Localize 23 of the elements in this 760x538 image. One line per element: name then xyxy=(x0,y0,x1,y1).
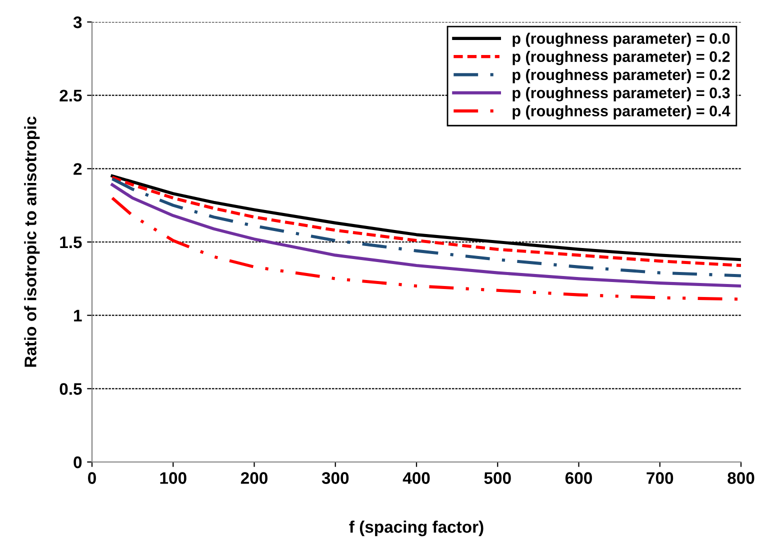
legend-label: p (roughness parameter) = 0.2 xyxy=(512,50,730,66)
legend-label: p (roughness parameter) = 0.0 xyxy=(512,32,730,48)
y-tick-label: 0.5 xyxy=(60,383,82,395)
y-tick-label: 3 xyxy=(73,16,82,28)
x-tick-label: 700 xyxy=(646,472,674,484)
x-tick-label: 100 xyxy=(160,472,186,484)
legend-label: p (roughness parameter) = 0.3 xyxy=(512,87,730,102)
legend-label: p (roughness parameter) = 0.4 xyxy=(512,105,730,120)
y-axis-title: Ratio of isotropic to anisotropic xyxy=(24,116,40,367)
x-axis-title: f (spacing factor) xyxy=(349,520,484,536)
y-tick-label: 0 xyxy=(74,456,82,468)
x-tick-label: 800 xyxy=(728,472,754,484)
legend-label: p (roughness parameter) = 0.2 xyxy=(512,68,730,84)
y-tick-label: 1 xyxy=(74,310,82,322)
x-tick-label: 300 xyxy=(322,472,349,484)
y-tick-label: 1.5 xyxy=(60,236,82,248)
y-tick-label: 2.5 xyxy=(60,90,82,102)
x-tick-label: 400 xyxy=(402,472,430,484)
x-tick-label: 500 xyxy=(484,472,511,484)
y-tick-label: 2 xyxy=(74,163,82,175)
x-tick-label: 200 xyxy=(240,472,268,484)
x-tick-label: 0 xyxy=(88,472,96,484)
x-tick-label: 600 xyxy=(565,472,592,484)
